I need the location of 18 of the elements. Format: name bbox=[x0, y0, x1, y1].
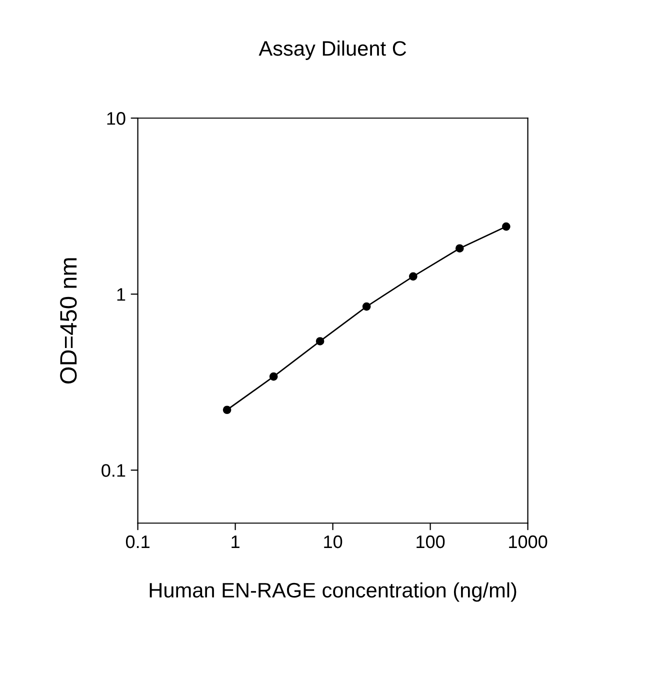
y-axis-title: OD=450 nm bbox=[60, 258, 77, 384]
y-tick-label: 1 bbox=[117, 288, 126, 301]
y-tick-label: 10 bbox=[107, 112, 126, 125]
x-axis-title: Human EN-RAGE concentration (ng/ml) bbox=[150, 582, 516, 602]
point bbox=[222, 406, 232, 414]
y-tick-label: 0.1 bbox=[102, 464, 126, 477]
point bbox=[455, 244, 464, 253]
x-tick-label: 0.1 bbox=[126, 535, 150, 548]
point bbox=[408, 272, 418, 281]
point bbox=[502, 222, 510, 231]
point bbox=[269, 372, 278, 381]
x-tick-label: 100 bbox=[416, 535, 445, 548]
x-tick-label: 10 bbox=[324, 535, 342, 548]
x-tick-label: 1 bbox=[232, 536, 240, 548]
point bbox=[362, 302, 371, 311]
chart-title: Assay Diluent C bbox=[258, 40, 406, 60]
point bbox=[316, 337, 324, 346]
x-tick-label: 1000 bbox=[509, 535, 548, 548]
